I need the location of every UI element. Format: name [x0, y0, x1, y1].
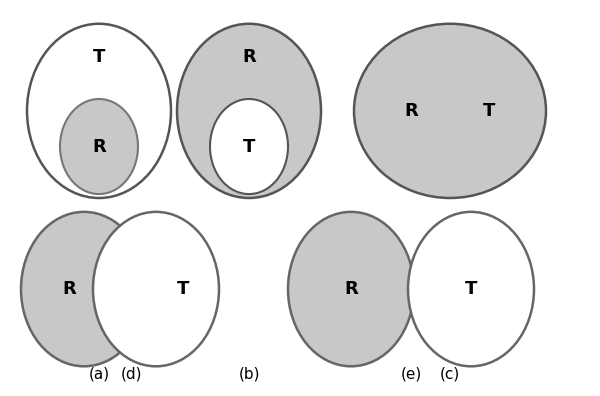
Text: T: T — [177, 280, 189, 298]
Text: (b): (b) — [238, 367, 260, 382]
Text: R: R — [62, 280, 76, 298]
Text: (e): (e) — [400, 367, 422, 382]
Ellipse shape — [60, 99, 138, 194]
Ellipse shape — [177, 24, 321, 198]
Text: (c): (c) — [440, 367, 460, 382]
Text: R: R — [242, 48, 256, 67]
Text: T: T — [93, 48, 105, 67]
Text: T: T — [243, 137, 255, 156]
Text: R: R — [404, 102, 418, 120]
Ellipse shape — [210, 99, 288, 194]
Ellipse shape — [27, 24, 171, 198]
Ellipse shape — [288, 212, 414, 366]
Ellipse shape — [408, 212, 534, 366]
Ellipse shape — [354, 24, 546, 198]
Text: (a): (a) — [88, 367, 110, 382]
Text: (d): (d) — [121, 367, 143, 382]
Text: T: T — [465, 280, 477, 298]
Text: R: R — [344, 280, 358, 298]
Ellipse shape — [21, 212, 147, 366]
Ellipse shape — [93, 212, 219, 366]
Text: T: T — [483, 102, 495, 120]
Text: R: R — [92, 137, 106, 156]
